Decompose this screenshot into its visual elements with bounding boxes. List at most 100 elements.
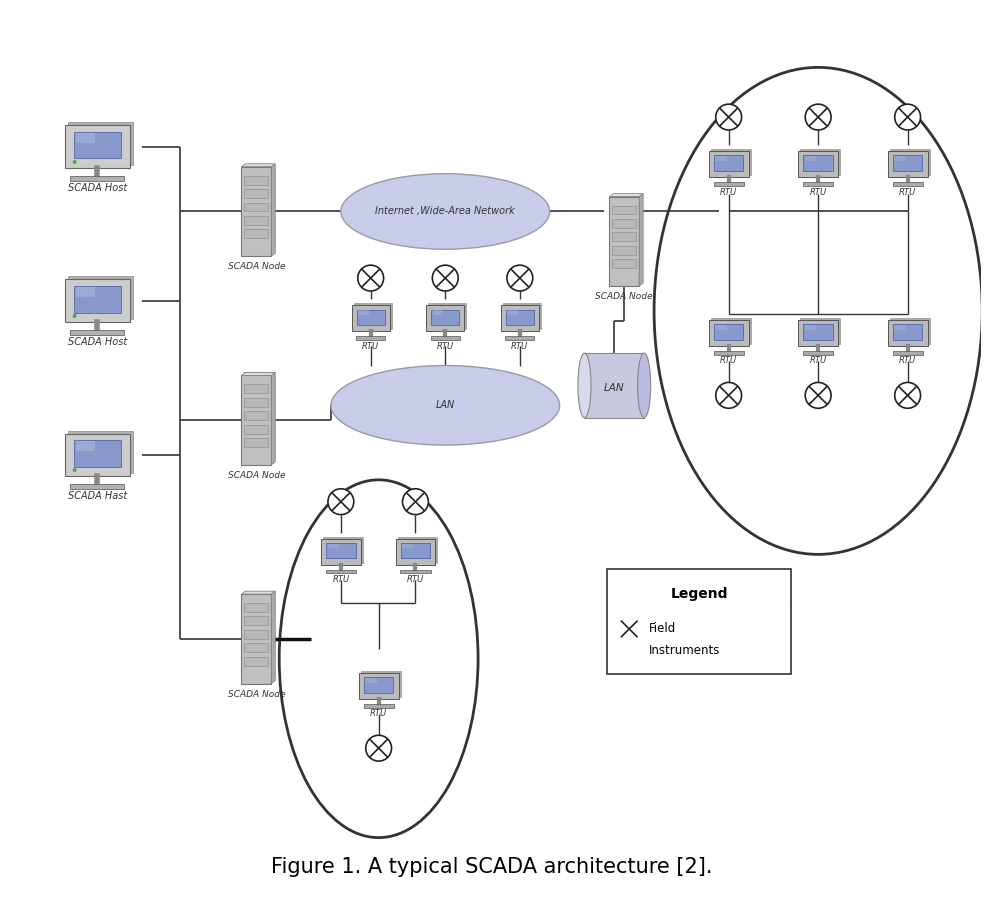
Circle shape xyxy=(617,617,642,641)
FancyBboxPatch shape xyxy=(892,156,922,171)
Text: RTU: RTU xyxy=(810,187,827,196)
FancyBboxPatch shape xyxy=(888,320,928,346)
FancyBboxPatch shape xyxy=(241,376,272,465)
FancyBboxPatch shape xyxy=(244,591,275,681)
Text: RTU: RTU xyxy=(512,341,528,350)
FancyBboxPatch shape xyxy=(503,303,541,329)
FancyBboxPatch shape xyxy=(805,157,816,161)
Circle shape xyxy=(507,265,532,291)
Circle shape xyxy=(715,104,742,130)
FancyBboxPatch shape xyxy=(888,151,928,177)
Polygon shape xyxy=(640,194,644,286)
FancyBboxPatch shape xyxy=(612,205,637,214)
FancyBboxPatch shape xyxy=(890,319,930,344)
Text: RTU: RTU xyxy=(899,357,916,366)
Circle shape xyxy=(358,265,384,291)
Circle shape xyxy=(328,489,354,515)
Text: RTU: RTU xyxy=(406,576,424,584)
FancyBboxPatch shape xyxy=(244,398,269,406)
FancyBboxPatch shape xyxy=(328,544,338,548)
FancyBboxPatch shape xyxy=(65,126,130,168)
FancyBboxPatch shape xyxy=(74,440,120,467)
FancyBboxPatch shape xyxy=(244,385,269,394)
FancyBboxPatch shape xyxy=(65,433,130,476)
Text: SCADA Host: SCADA Host xyxy=(68,337,127,347)
Text: Legend: Legend xyxy=(670,587,728,601)
Text: SCADA Node: SCADA Node xyxy=(227,471,285,480)
FancyBboxPatch shape xyxy=(365,678,377,682)
FancyBboxPatch shape xyxy=(77,133,94,142)
FancyBboxPatch shape xyxy=(715,325,726,329)
FancyBboxPatch shape xyxy=(803,156,832,171)
FancyBboxPatch shape xyxy=(805,325,816,329)
FancyBboxPatch shape xyxy=(609,196,640,286)
Text: LAN: LAN xyxy=(436,400,455,410)
FancyBboxPatch shape xyxy=(361,672,400,697)
Text: Instruments: Instruments xyxy=(649,644,720,657)
FancyBboxPatch shape xyxy=(803,351,833,355)
FancyBboxPatch shape xyxy=(244,189,269,198)
FancyBboxPatch shape xyxy=(68,122,133,166)
FancyBboxPatch shape xyxy=(244,229,269,238)
FancyBboxPatch shape xyxy=(708,151,749,177)
Circle shape xyxy=(402,489,428,515)
Circle shape xyxy=(73,314,77,318)
FancyBboxPatch shape xyxy=(584,353,645,418)
FancyBboxPatch shape xyxy=(612,246,637,254)
Circle shape xyxy=(73,468,77,472)
FancyBboxPatch shape xyxy=(77,442,94,451)
FancyBboxPatch shape xyxy=(74,132,120,158)
FancyBboxPatch shape xyxy=(798,151,838,177)
Text: RTU: RTU xyxy=(437,341,454,350)
Text: RTU: RTU xyxy=(720,187,737,196)
Text: RTU: RTU xyxy=(333,576,349,584)
Text: SCADA Node: SCADA Node xyxy=(227,262,285,272)
FancyBboxPatch shape xyxy=(612,219,637,228)
FancyBboxPatch shape xyxy=(431,336,460,339)
FancyBboxPatch shape xyxy=(244,603,269,612)
FancyBboxPatch shape xyxy=(894,325,905,329)
Polygon shape xyxy=(272,164,276,256)
FancyBboxPatch shape xyxy=(426,305,464,331)
Text: Figure 1. A typical SCADA architecture [2].: Figure 1. A typical SCADA architecture [… xyxy=(272,857,712,878)
FancyBboxPatch shape xyxy=(892,351,923,355)
FancyBboxPatch shape xyxy=(244,176,269,185)
FancyBboxPatch shape xyxy=(402,544,413,548)
Ellipse shape xyxy=(578,353,591,418)
FancyBboxPatch shape xyxy=(364,677,394,692)
Circle shape xyxy=(805,383,831,408)
FancyBboxPatch shape xyxy=(710,149,751,175)
Circle shape xyxy=(715,383,742,408)
Polygon shape xyxy=(609,194,644,196)
FancyBboxPatch shape xyxy=(244,616,269,625)
FancyBboxPatch shape xyxy=(894,157,905,161)
FancyBboxPatch shape xyxy=(74,286,120,312)
Polygon shape xyxy=(272,373,276,465)
Ellipse shape xyxy=(340,174,550,249)
FancyBboxPatch shape xyxy=(506,336,534,339)
FancyBboxPatch shape xyxy=(708,320,749,346)
Polygon shape xyxy=(272,591,276,683)
FancyBboxPatch shape xyxy=(244,216,269,225)
FancyBboxPatch shape xyxy=(710,319,751,344)
Text: SCADA Host: SCADA Host xyxy=(68,183,127,193)
FancyBboxPatch shape xyxy=(501,305,538,331)
FancyBboxPatch shape xyxy=(396,539,435,565)
Text: LAN: LAN xyxy=(604,384,625,394)
FancyBboxPatch shape xyxy=(612,259,637,268)
Circle shape xyxy=(73,160,77,164)
Ellipse shape xyxy=(638,353,650,418)
FancyBboxPatch shape xyxy=(244,411,269,420)
FancyBboxPatch shape xyxy=(68,431,133,473)
FancyBboxPatch shape xyxy=(326,569,356,574)
FancyBboxPatch shape xyxy=(241,594,272,683)
FancyBboxPatch shape xyxy=(358,310,369,315)
Text: SCADA Node: SCADA Node xyxy=(595,292,653,301)
FancyBboxPatch shape xyxy=(607,569,791,673)
FancyBboxPatch shape xyxy=(612,194,643,283)
FancyBboxPatch shape xyxy=(357,310,385,325)
FancyBboxPatch shape xyxy=(612,233,637,242)
Ellipse shape xyxy=(331,366,560,445)
FancyBboxPatch shape xyxy=(244,643,269,653)
Text: RTU: RTU xyxy=(362,341,379,350)
